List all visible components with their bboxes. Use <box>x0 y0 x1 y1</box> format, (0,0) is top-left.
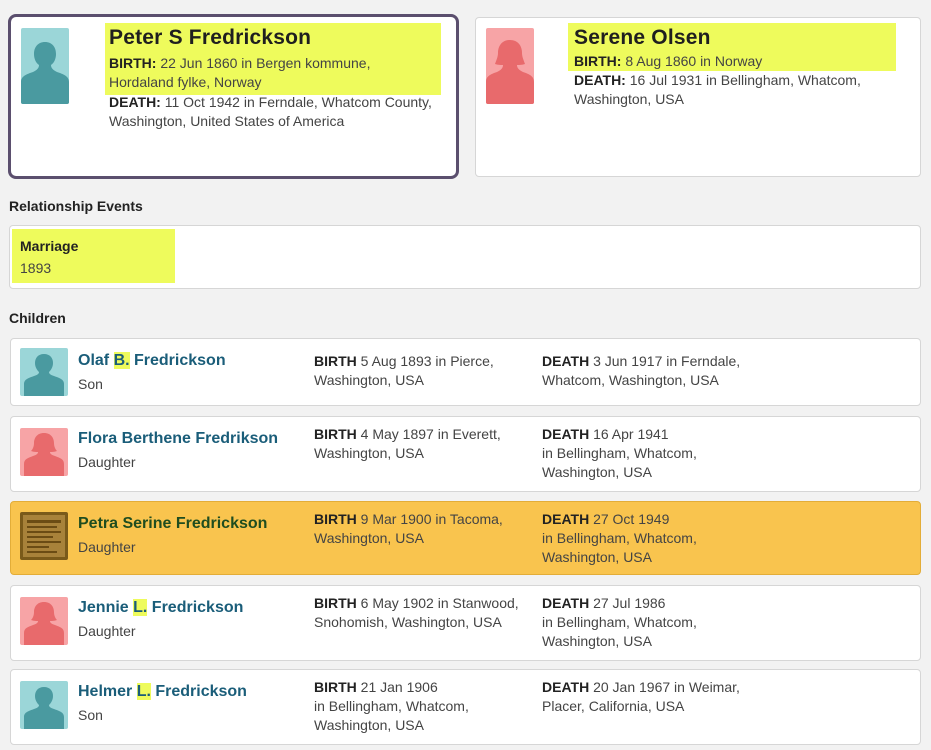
child-birth-label: BIRTH <box>314 595 357 611</box>
mother-avatar <box>486 28 534 104</box>
child-first-name: Jennie <box>78 599 134 616</box>
child-death-label: DEATH <box>542 353 590 369</box>
child-death-text: 27 Oct 1949 in Bellingham, Whatcom, Wash… <box>542 511 697 565</box>
child-death-text: 27 Jul 1986 in Bellingham, Whatcom, Wash… <box>542 595 697 649</box>
mother-death-line2: Washington, USA <box>574 91 684 107</box>
relationship-events-card: Marriage 1893 <box>9 225 921 289</box>
marriage-date: 1893 <box>20 260 52 276</box>
child-row[interactable]: Jennie L. Fredrickson Daughter BIRTH 6 M… <box>10 585 921 661</box>
child-name-link[interactable]: Flora Berthene Fredrikson <box>78 430 278 448</box>
mother-birth: BIRTH: 8 Aug 1860 in Norway <box>574 52 762 71</box>
child-relationship: Son <box>78 707 103 723</box>
child-name-link[interactable]: Jennie L. Fredrickson <box>78 599 243 617</box>
child-name-link[interactable]: Olaf B. Fredrickson <box>78 352 226 370</box>
child-row[interactable]: Olaf B. Fredrickson Son BIRTH 5 Aug 1893… <box>10 338 921 406</box>
child-first-name: Petra Serine Fredrickson <box>78 515 268 532</box>
father-card[interactable]: Peter S Fredrickson BIRTH: 22 Jun 1860 i… <box>8 14 459 179</box>
child-avatar <box>20 348 68 396</box>
child-last-name: Fredrickson <box>150 683 247 700</box>
female-silhouette-icon <box>486 40 534 104</box>
father-birth-label: BIRTH: <box>109 55 157 71</box>
male-silhouette-icon <box>21 42 69 104</box>
child-death-text: 20 Jan 1967 in Weimar, Placer, Californi… <box>542 679 740 714</box>
child-middle-initial: L. <box>133 599 148 616</box>
father-death: DEATH: 11 Oct 1942 in Ferndale, Whatcom … <box>109 93 449 131</box>
child-relationship: Son <box>78 376 103 392</box>
child-first-name: Olaf <box>78 352 114 369</box>
child-birth: BIRTH 21 Jan 1906 in Bellingham, Whatcom… <box>314 678 529 735</box>
child-name-link[interactable]: Helmer L. Fredrickson <box>78 683 247 701</box>
child-birth-text: 5 Aug 1893 in Pierce, Washington, USA <box>314 353 494 388</box>
father-birth-line1: 22 Jun 1860 in Bergen kommune, <box>160 55 371 71</box>
father-highlight <box>105 23 441 95</box>
child-birth-text: 4 May 1897 in Everett, Washington, USA <box>314 426 501 461</box>
child-birth: BIRTH 6 May 1902 in Stanwood, Snohomish,… <box>314 594 539 632</box>
child-birth-label: BIRTH <box>314 353 357 369</box>
child-birth-text: 21 Jan 1906 in Bellingham, Whatcom, Wash… <box>314 679 469 733</box>
father-avatar <box>21 28 69 104</box>
child-birth: BIRTH 9 Mar 1900 in Tacoma, Washington, … <box>314 510 529 548</box>
mother-death: DEATH: 16 Jul 1931 in Bellingham, Whatco… <box>574 71 904 109</box>
child-birth: BIRTH 5 Aug 1893 in Pierce, Washington, … <box>314 352 529 390</box>
mother-birth-label: BIRTH: <box>574 53 622 69</box>
child-last-name: Fredrickson <box>147 599 244 616</box>
child-middle-initial: L. <box>136 683 151 700</box>
child-row[interactable]: Flora Berthene Fredrikson Daughter BIRTH… <box>10 416 921 492</box>
child-avatar <box>20 597 68 645</box>
father-death-line2: Washington, United States of America <box>109 113 345 129</box>
relationship-events-heading: Relationship Events <box>9 198 143 214</box>
child-row[interactable]: Helmer L. Fredrickson Son BIRTH 21 Jan 1… <box>10 669 921 745</box>
child-birth-text: 6 May 1902 in Stanwood, Snohomish, Washi… <box>314 595 519 630</box>
child-birth: BIRTH 4 May 1897 in Everett, Washington,… <box>314 425 529 463</box>
child-death-label: DEATH <box>542 679 590 695</box>
child-death-label: DEATH <box>542 595 590 611</box>
child-name-link[interactable]: Petra Serine Fredrickson <box>78 515 267 533</box>
child-death-label: DEATH <box>542 511 590 527</box>
child-death-text: 16 Apr 1941 in Bellingham, Whatcom, Wash… <box>542 426 697 480</box>
child-photo <box>20 512 68 560</box>
father-death-line1: 11 Oct 1942 in Ferndale, Whatcom County, <box>164 94 432 110</box>
child-first-name: Flora Berthene Fredrikson <box>78 430 279 447</box>
child-avatar <box>20 428 68 476</box>
child-first-name: Helmer <box>78 683 137 700</box>
mother-highlight <box>568 23 896 71</box>
mother-death-label: DEATH: <box>574 72 626 88</box>
mother-birth-line1: 8 Aug 1860 in Norway <box>625 53 763 69</box>
female-silhouette-icon <box>24 433 64 476</box>
child-middle-initial: B. <box>113 352 130 369</box>
child-birth-label: BIRTH <box>314 511 357 527</box>
child-death: DEATH 27 Jul 1986 in Bellingham, Whatcom… <box>542 594 782 651</box>
child-death-label: DEATH <box>542 426 590 442</box>
marriage-highlight <box>12 229 175 283</box>
child-birth-label: BIRTH <box>314 426 357 442</box>
mother-death-line1: 16 Jul 1931 in Bellingham, Whatcom, <box>629 72 861 88</box>
child-relationship: Daughter <box>78 454 136 470</box>
mother-card[interactable]: Serene Olsen BIRTH: 8 Aug 1860 in Norway… <box>475 17 921 177</box>
child-death: DEATH 16 Apr 1941 in Bellingham, Whatcom… <box>542 425 782 482</box>
child-avatar <box>20 681 68 729</box>
father-birth: BIRTH: 22 Jun 1860 in Bergen kommune, Ho… <box>109 54 449 92</box>
father-death-label: DEATH: <box>109 94 161 110</box>
child-relationship: Daughter <box>78 623 136 639</box>
male-silhouette-icon <box>24 354 64 396</box>
marriage-label[interactable]: Marriage <box>20 238 79 254</box>
child-death-text: 3 Jun 1917 in Ferndale, Whatcom, Washing… <box>542 353 741 388</box>
child-last-name: Fredrickson <box>129 352 226 369</box>
document-photo-icon <box>23 515 65 557</box>
child-relationship: Daughter <box>78 539 136 555</box>
child-death: DEATH 3 Jun 1917 in Ferndale, Whatcom, W… <box>542 352 782 390</box>
child-death: DEATH 20 Jan 1967 in Weimar, Placer, Cal… <box>542 678 782 716</box>
child-row[interactable]: Petra Serine Fredrickson Daughter BIRTH … <box>10 501 921 575</box>
father-birth-line2: Hordaland fylke, Norway <box>109 74 262 90</box>
child-birth-label: BIRTH <box>314 679 357 695</box>
father-name[interactable]: Peter S Fredrickson <box>109 26 312 49</box>
child-death: DEATH 27 Oct 1949 in Bellingham, Whatcom… <box>542 510 782 567</box>
mother-name[interactable]: Serene Olsen <box>574 26 711 49</box>
male-silhouette-icon <box>24 687 64 729</box>
children-heading: Children <box>9 310 66 326</box>
female-silhouette-icon <box>24 602 64 645</box>
child-birth-text: 9 Mar 1900 in Tacoma, Washington, USA <box>314 511 503 546</box>
